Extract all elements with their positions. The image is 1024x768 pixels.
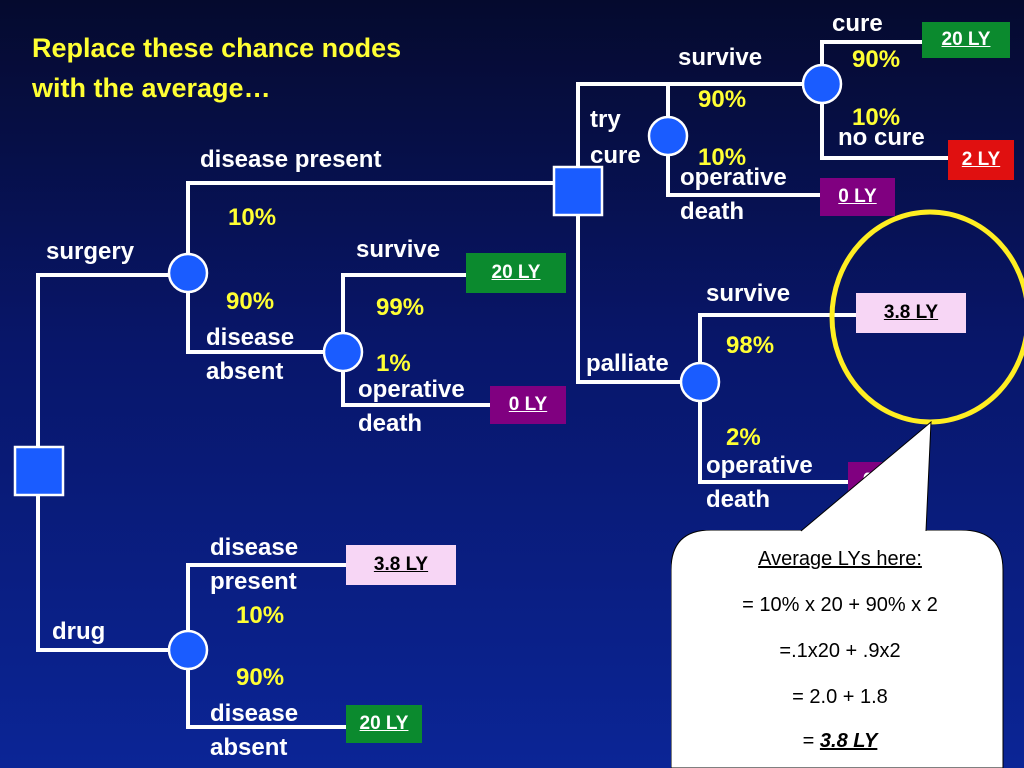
prob-disease-absent: 90% [226,288,275,315]
cure-decision-node [552,165,604,217]
callout-heading: Average LYs here: [758,548,922,570]
label-drug-disease: disease [210,534,299,561]
outcome-drug-absent: 20 LY [346,705,422,743]
outcome-drug-present: 3.8 LY [346,545,456,585]
label-operative-palliate: operative [706,452,813,479]
outcome-opdeath-mid: 0 LY [490,386,566,424]
prob-opdeath-top: 10% [698,144,747,171]
label-drug-disease2: disease [210,700,299,727]
drug-chance-node [167,629,209,671]
label-death-mid: death [358,410,423,437]
disease-absent-chance-node [322,331,364,373]
label-survive-palliate: survive [706,280,791,307]
outcome-palliate-survive: 3.8 LY [856,293,966,333]
outcome-survive-mid: 20 LY [466,253,566,293]
prob-drug-present: 10% [236,602,285,629]
palliate-chance-node [679,361,721,403]
prob-survive-mid: 99% [376,294,425,321]
label-surgery: surgery [46,238,135,265]
average-callout: Average LYs here: = 10% x 20 + 90% x 2 =… [671,530,1004,768]
label-survive-mid: survive [356,236,441,263]
label-cure2: cure [590,142,641,169]
root-decision-node [13,445,65,497]
label-operative-top: operative [680,164,787,191]
slide-title-line1: Replace these chance nodes [32,33,402,63]
prob-cure: 90% [852,46,901,73]
label-palliate: palliate [586,350,669,377]
prob-opdeath-mid: 1% [376,350,411,377]
callout-line2: =.1x20 + .9x2 [779,640,901,662]
callout-line3: = 2.0 + 1.8 [792,686,888,708]
prob-survive-top: 90% [698,86,747,113]
label-cure: cure [832,10,883,37]
label-disease: disease [206,324,295,351]
callout-result: 3.8 LY [819,730,878,752]
label-drug-absent: absent [210,734,288,761]
label-operative-mid: operative [358,376,465,403]
label-try: try [590,106,621,133]
label-absent: absent [206,358,284,385]
label-drug-present: present [210,568,297,595]
label-disease-present: disease present [200,146,382,173]
outcome-no-cure: 2 LY [948,140,1014,180]
outcome-opdeath-top: 0 LY [820,178,895,216]
prob-drug-absent: 90% [236,664,285,691]
try-cure-chance-node [647,115,689,157]
callout-line1: = 10% x 20 + 90% x 2 [742,594,938,616]
highlight-circle [829,209,1024,425]
label-death-top: death [680,198,745,225]
prob-disease-present: 10% [228,204,277,231]
label-death-palliate: death [706,486,771,513]
outcome-cure: 20 LY [922,22,1010,58]
label-drug: drug [52,618,106,645]
prob-nocure: 10% [852,104,901,131]
callout-bubble [671,530,1004,768]
callout-result-prefix: = [802,730,820,752]
cure-chance-node [801,63,843,105]
label-survive-top: survive [678,44,763,71]
callout-result-line: = 3.8 LY [671,730,1009,753]
slide-title-line2: with the average… [32,73,271,103]
surgery-chance-node [167,252,209,294]
label-no-cure: no cure [838,124,925,151]
prob-survive-palliate: 98% [726,332,775,359]
prob-opdeath-palliate: 2% [726,424,761,451]
